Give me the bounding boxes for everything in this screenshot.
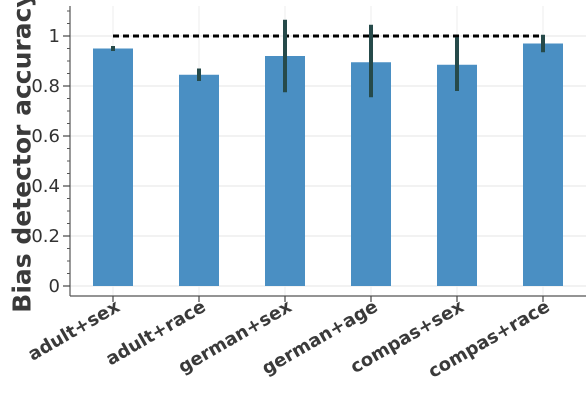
y-tick-label: 0.8 <box>31 76 60 97</box>
y-tick-label: 1 <box>49 26 60 47</box>
y-tick-label: 0.2 <box>31 226 60 247</box>
bar-compas-race <box>523 43 563 286</box>
y-tick-label: 0.6 <box>31 126 60 147</box>
bar-german-age <box>351 62 391 286</box>
y-tick-label: 0 <box>49 276 60 297</box>
bar-adult-race <box>179 74 219 286</box>
bar-german-sex <box>265 56 305 286</box>
bar-adult-sex <box>93 48 133 286</box>
y-tick-label: 0.4 <box>31 176 60 197</box>
bar-compas-sex <box>437 64 477 286</box>
